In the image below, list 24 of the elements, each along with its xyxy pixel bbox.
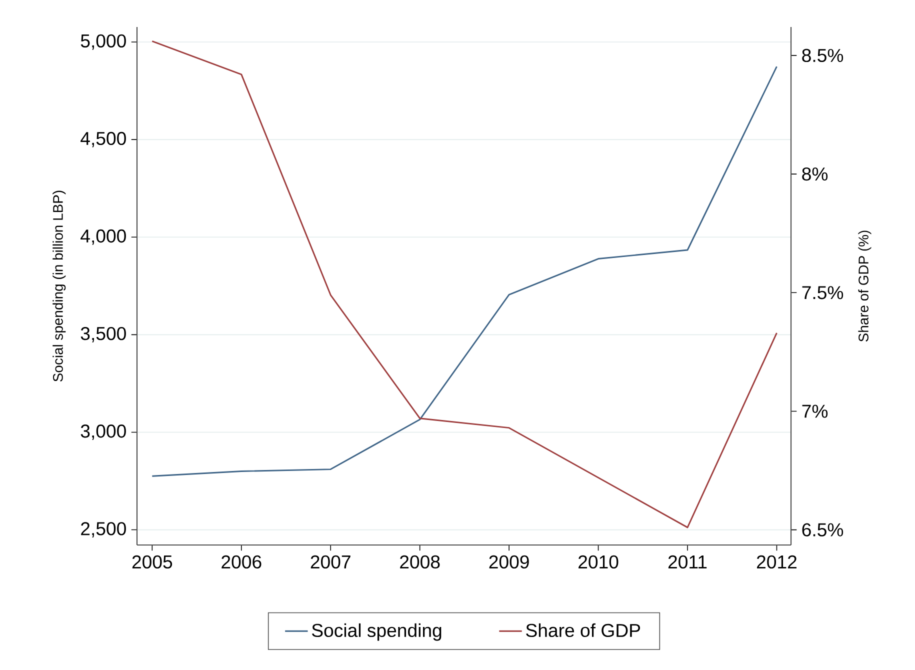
y2-tick-label: 6.5% xyxy=(802,523,844,536)
y-tick-label: 4,500 xyxy=(80,132,126,148)
legend-label: Social spending xyxy=(312,623,442,641)
y-tick-label: 5,000 xyxy=(80,34,126,50)
y-tick-label: 4,000 xyxy=(80,229,126,245)
x-tick-label: 2011 xyxy=(668,555,707,569)
line-series xyxy=(151,66,778,477)
x-tick-label: 2010 xyxy=(578,555,618,569)
y-tick-label: 3,500 xyxy=(80,326,126,342)
x-tick-label: 2008 xyxy=(400,555,440,569)
y-axis-title: Social spending (in billion LBP) xyxy=(52,190,66,382)
x-tick-label: 2006 xyxy=(222,555,262,569)
y2-tick-label: 7.5% xyxy=(802,286,844,300)
y2-tick-label: 8.5% xyxy=(802,48,844,62)
legend-label: Share of GDP xyxy=(526,623,640,638)
y-tick-label: 3,000 xyxy=(80,424,126,440)
y2-axis-title: Share of GDP (%) xyxy=(858,230,872,342)
x-tick-label: 2005 xyxy=(132,555,172,569)
x-tick-label: 2007 xyxy=(310,555,350,569)
y2-tick-label: 8% xyxy=(802,167,828,181)
x-tick-label: 2012 xyxy=(756,555,796,569)
y2-tick-label: 7% xyxy=(802,404,828,418)
y-tick-label: 2,500 xyxy=(81,522,126,538)
x-tick-label: 2009 xyxy=(489,555,529,569)
